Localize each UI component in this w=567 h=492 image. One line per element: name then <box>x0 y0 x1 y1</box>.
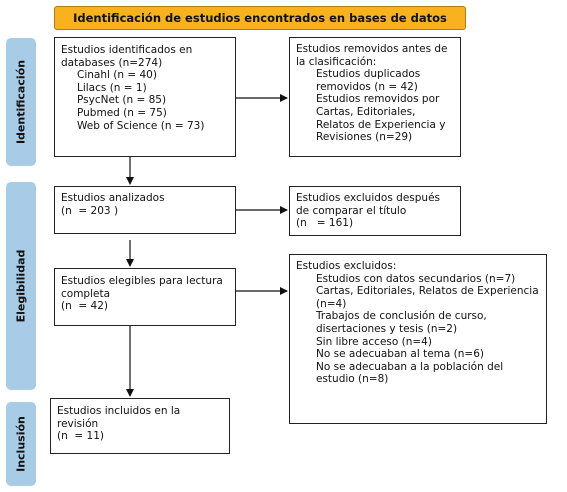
eligible-box: Estudios elegibles para lectura completa… <box>54 268 236 326</box>
excluded-title-label: Estudios excluidos después de comparar e… <box>296 192 441 217</box>
source-item: Lilacs (n = 1) <box>77 81 147 94</box>
phase-inclusion: Inclusión <box>6 402 36 486</box>
source-item: Pubmed (n = 75) <box>77 106 167 119</box>
excluded-box: Estudios excluidos: Estudios con datos s… <box>289 254 547 424</box>
excluded-item: Cartas, Editoriales, Relatos de Experien… <box>316 285 539 310</box>
excluded-item: Estudios con datos secundarios (n=7) <box>316 272 516 285</box>
eligible-count: (n = 42) <box>61 300 109 313</box>
excluded-title-count: (n = 161) <box>296 217 354 230</box>
excluded-item: Trabajos de conclusión de curso, diserta… <box>316 310 487 335</box>
phase-identificacion: Identificación <box>6 38 36 166</box>
included-box: Estudios incluidos en la revisión (n = 1… <box>50 398 230 454</box>
excluded-item: Sin libre acceso (n=4) <box>316 335 432 348</box>
identified-box: Estudios identificados en databases (n=2… <box>54 37 236 157</box>
removed-item: Estudios removidos por Cartas, Editorial… <box>316 93 446 144</box>
included-count: (n = 11) <box>57 430 105 443</box>
analyzed-label: Estudios analizados <box>61 192 165 204</box>
diagram-title: Identificación de estudios encontrados e… <box>54 6 466 30</box>
excluded-title-box: Estudios excluidos después de comparar e… <box>289 186 461 236</box>
eligible-label: Estudios elegibles para lectura completa <box>61 275 223 300</box>
excluded-item: No se adecuaban a la población del estud… <box>316 360 504 386</box>
removed-item: Estudios duplicados removidos (n = 42) <box>316 68 421 93</box>
identified-heading: Estudios identificados en databases (n=2… <box>61 44 193 69</box>
phase-elegibilidad: Elegibilidad <box>6 182 36 390</box>
excluded-item: No se adecuaban al tema (n=6) <box>316 348 484 361</box>
source-item: Web of Science (n = 73) <box>77 119 205 132</box>
analyzed-box: Estudios analizados (n = 203 ) <box>54 186 236 234</box>
source-item: PsycNet (n = 85) <box>77 94 167 107</box>
included-label: Estudios incluidos en la revisión <box>57 405 181 430</box>
excluded-heading: Estudios excluidos: <box>296 260 397 272</box>
removed-heading: Estudios removidos antes de la clasifica… <box>296 43 448 68</box>
analyzed-count: (n = 203 ) <box>61 204 119 217</box>
removed-box: Estudios removidos antes de la clasifica… <box>289 37 461 157</box>
source-item: Cinahl (n = 40) <box>77 69 157 82</box>
